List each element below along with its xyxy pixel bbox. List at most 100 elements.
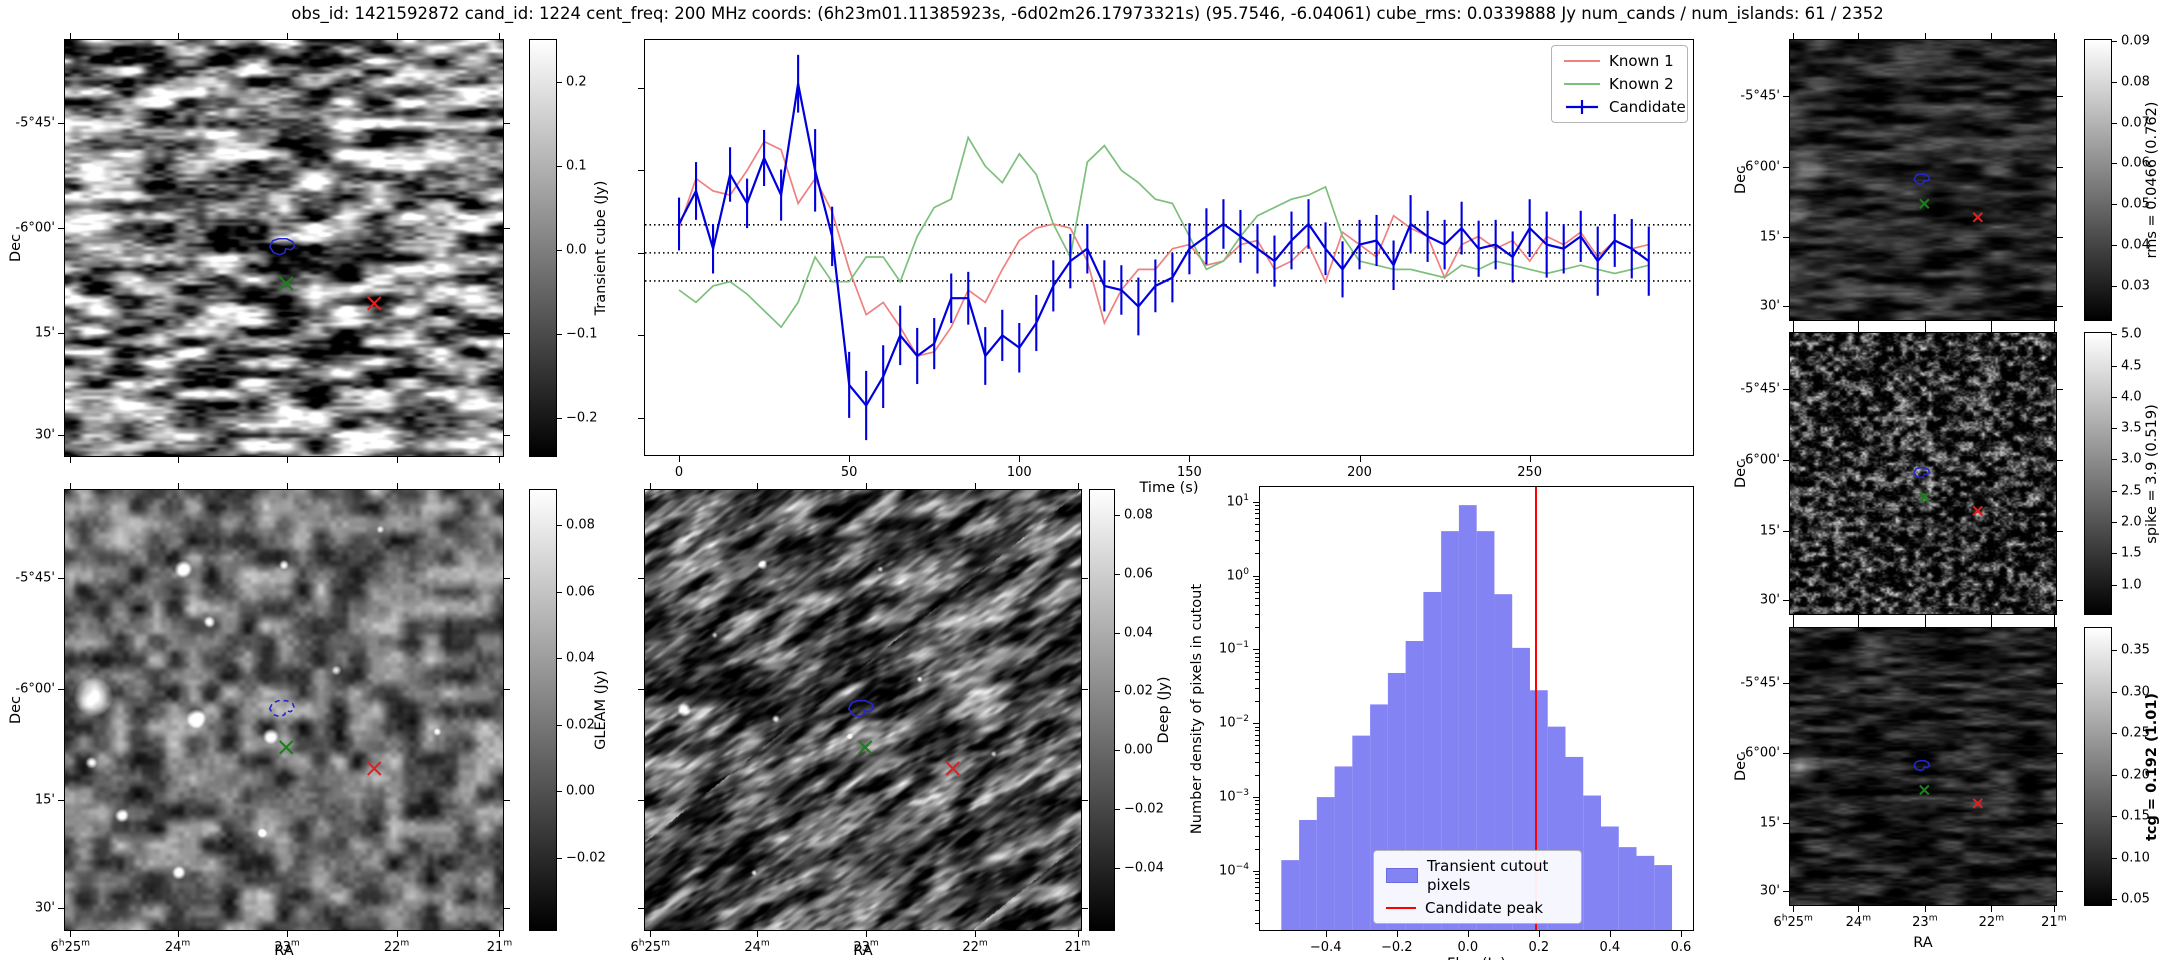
dec-tick-label: 15' xyxy=(1759,815,1780,831)
colorbar-tick-mark xyxy=(2112,40,2117,42)
dec-tick-label: -6°00' xyxy=(1740,452,1780,468)
dec-tick-mark xyxy=(504,908,510,909)
flux-tick-label: −0.2 xyxy=(1380,940,1413,955)
legend-label: Candidate xyxy=(1609,97,1686,116)
density-minor-tick-mark xyxy=(1255,900,1259,902)
colorbar-tick-label: 0.07 xyxy=(2121,115,2150,131)
colorbar-tick-mark xyxy=(2112,857,2117,859)
time-tick-label: 200 xyxy=(1347,465,1372,480)
colorbar-tick-label: 5.0 xyxy=(2121,326,2142,342)
density-minor-tick-mark xyxy=(1255,652,1259,654)
colorbar-label-spike: spike = 3.9 (0.519) xyxy=(2143,403,2160,544)
dec-tick-label: 15' xyxy=(1759,523,1780,539)
density-minor-tick-mark xyxy=(1255,597,1259,599)
histogram-bar xyxy=(1352,735,1371,930)
histogram-legend: Transient cutout pixels Candidate peak xyxy=(1373,850,1582,925)
density-minor-tick-mark xyxy=(1255,819,1259,821)
colorbar-tick-label: 0.08 xyxy=(566,517,595,533)
panel-rms-image xyxy=(1789,39,2057,321)
colorbar-tick-label: 0.05 xyxy=(2121,196,2150,212)
dec-tick-label: -5°45' xyxy=(15,570,55,586)
colorbar-tick-label: 1.5 xyxy=(2121,545,2142,561)
density-tick-label: 10−3 xyxy=(1219,788,1249,805)
ra-tick-mark xyxy=(287,931,289,937)
ra-tick-mark xyxy=(1793,33,1795,39)
known1-line xyxy=(678,140,1649,357)
colorbar-label-transient: Transient cube (Jy) xyxy=(592,180,609,316)
colorbar-label-deep: Deep (Jy) xyxy=(1155,676,1172,744)
dec-tick-label: -5°45' xyxy=(15,115,55,131)
colorbar-spike xyxy=(2084,332,2112,615)
density-minor-tick-mark xyxy=(1255,508,1259,510)
ra-tick-label: 22m xyxy=(383,938,410,955)
colorbar-tick-mark xyxy=(2112,490,2117,492)
density-tick-mark xyxy=(1253,797,1259,799)
ra-tick-mark xyxy=(70,483,72,489)
density-tick-mark xyxy=(1253,575,1259,577)
green-x-marker xyxy=(278,276,294,291)
dec-tick-mark xyxy=(504,228,510,230)
ra-tick-mark xyxy=(2053,621,2055,627)
colorbar-tick-mark xyxy=(557,791,562,793)
flux-tick-mark xyxy=(1609,931,1611,937)
density-minor-tick-mark xyxy=(1255,665,1259,667)
known2-legend-sample xyxy=(1564,83,1600,86)
colorbar-tick-mark xyxy=(557,724,562,726)
colorbar-tick-mark xyxy=(2112,428,2117,430)
green-x-marker xyxy=(1919,198,1930,210)
histogram-bar xyxy=(1316,797,1335,930)
legend-row: Known 2 xyxy=(1554,73,1685,96)
colorbar-tick-mark xyxy=(2112,365,2117,367)
colorbar-tick-label: 4.5 xyxy=(2121,358,2142,374)
hist-bar-legend-sample xyxy=(1386,868,1418,884)
ra-tick-mark xyxy=(396,457,398,463)
flux-tick-label: 0.4 xyxy=(1599,940,1621,955)
colorbar-tick-label: 0.02 xyxy=(566,717,595,733)
dec-tick-mark xyxy=(1082,688,1088,690)
density-minor-tick-mark xyxy=(1255,752,1259,754)
density-minor-tick-mark xyxy=(1255,660,1259,662)
density-tick-label: 10−2 xyxy=(1219,714,1249,731)
density-tick-label: 10−1 xyxy=(1219,640,1249,657)
colorbar-tick-label: 0.00 xyxy=(566,783,595,799)
colorbar-tick-mark xyxy=(2112,774,2117,776)
colorbar-tick-mark xyxy=(2112,553,2117,555)
transient-markers-overlay xyxy=(268,237,382,311)
colorbar-tick-mark xyxy=(1115,573,1120,575)
density-minor-tick-mark xyxy=(1255,909,1259,911)
red-x-marker xyxy=(366,296,382,311)
dec-tick-label: 15' xyxy=(34,792,55,808)
dec-tick-label: 30' xyxy=(34,900,55,916)
ra-tick-mark xyxy=(1077,483,1079,489)
colorbar-tick-label: 0.10 xyxy=(2121,850,2150,866)
green-x-marker xyxy=(1919,492,1930,503)
flux-histogram-plot xyxy=(1281,487,1673,930)
dec-tick-label: -5°45' xyxy=(1740,88,1780,104)
ra-tick-mark xyxy=(975,483,977,489)
colorbar-tick-mark xyxy=(557,418,562,420)
green-x-marker xyxy=(857,740,873,755)
ra-tick-mark xyxy=(866,931,868,937)
dec-tick-mark xyxy=(1783,823,1789,824)
time-tick-label: 150 xyxy=(1176,465,1202,480)
density-minor-tick-mark xyxy=(1255,826,1259,828)
density-minor-tick-mark xyxy=(1255,800,1259,802)
colorbar-transient xyxy=(529,39,557,457)
spike-sky-cutout xyxy=(1790,333,2056,614)
dec-tick-mark xyxy=(2057,166,2063,168)
legend-label: Known 1 xyxy=(1609,52,1674,70)
ra-tick-mark xyxy=(1858,326,1860,332)
dec-tick-mark xyxy=(1783,237,1789,239)
tcg-sky-cutout xyxy=(1790,628,2056,905)
colorbar-tick-mark xyxy=(557,166,562,168)
dec-tick-mark xyxy=(1082,799,1088,801)
dec-tick-mark xyxy=(638,908,644,909)
density-minor-tick-mark xyxy=(1255,531,1259,533)
ra-tick-mark xyxy=(1793,906,1795,912)
histogram-bar xyxy=(1299,819,1317,930)
density-tick-label: 100 xyxy=(1226,566,1249,584)
colorbar-tick-label: 0.1 xyxy=(566,158,587,174)
density-minor-tick-mark xyxy=(1255,523,1259,525)
colorbar-tick-label: 0.02 xyxy=(1124,683,1153,699)
density-minor-tick-mark xyxy=(1255,582,1259,584)
